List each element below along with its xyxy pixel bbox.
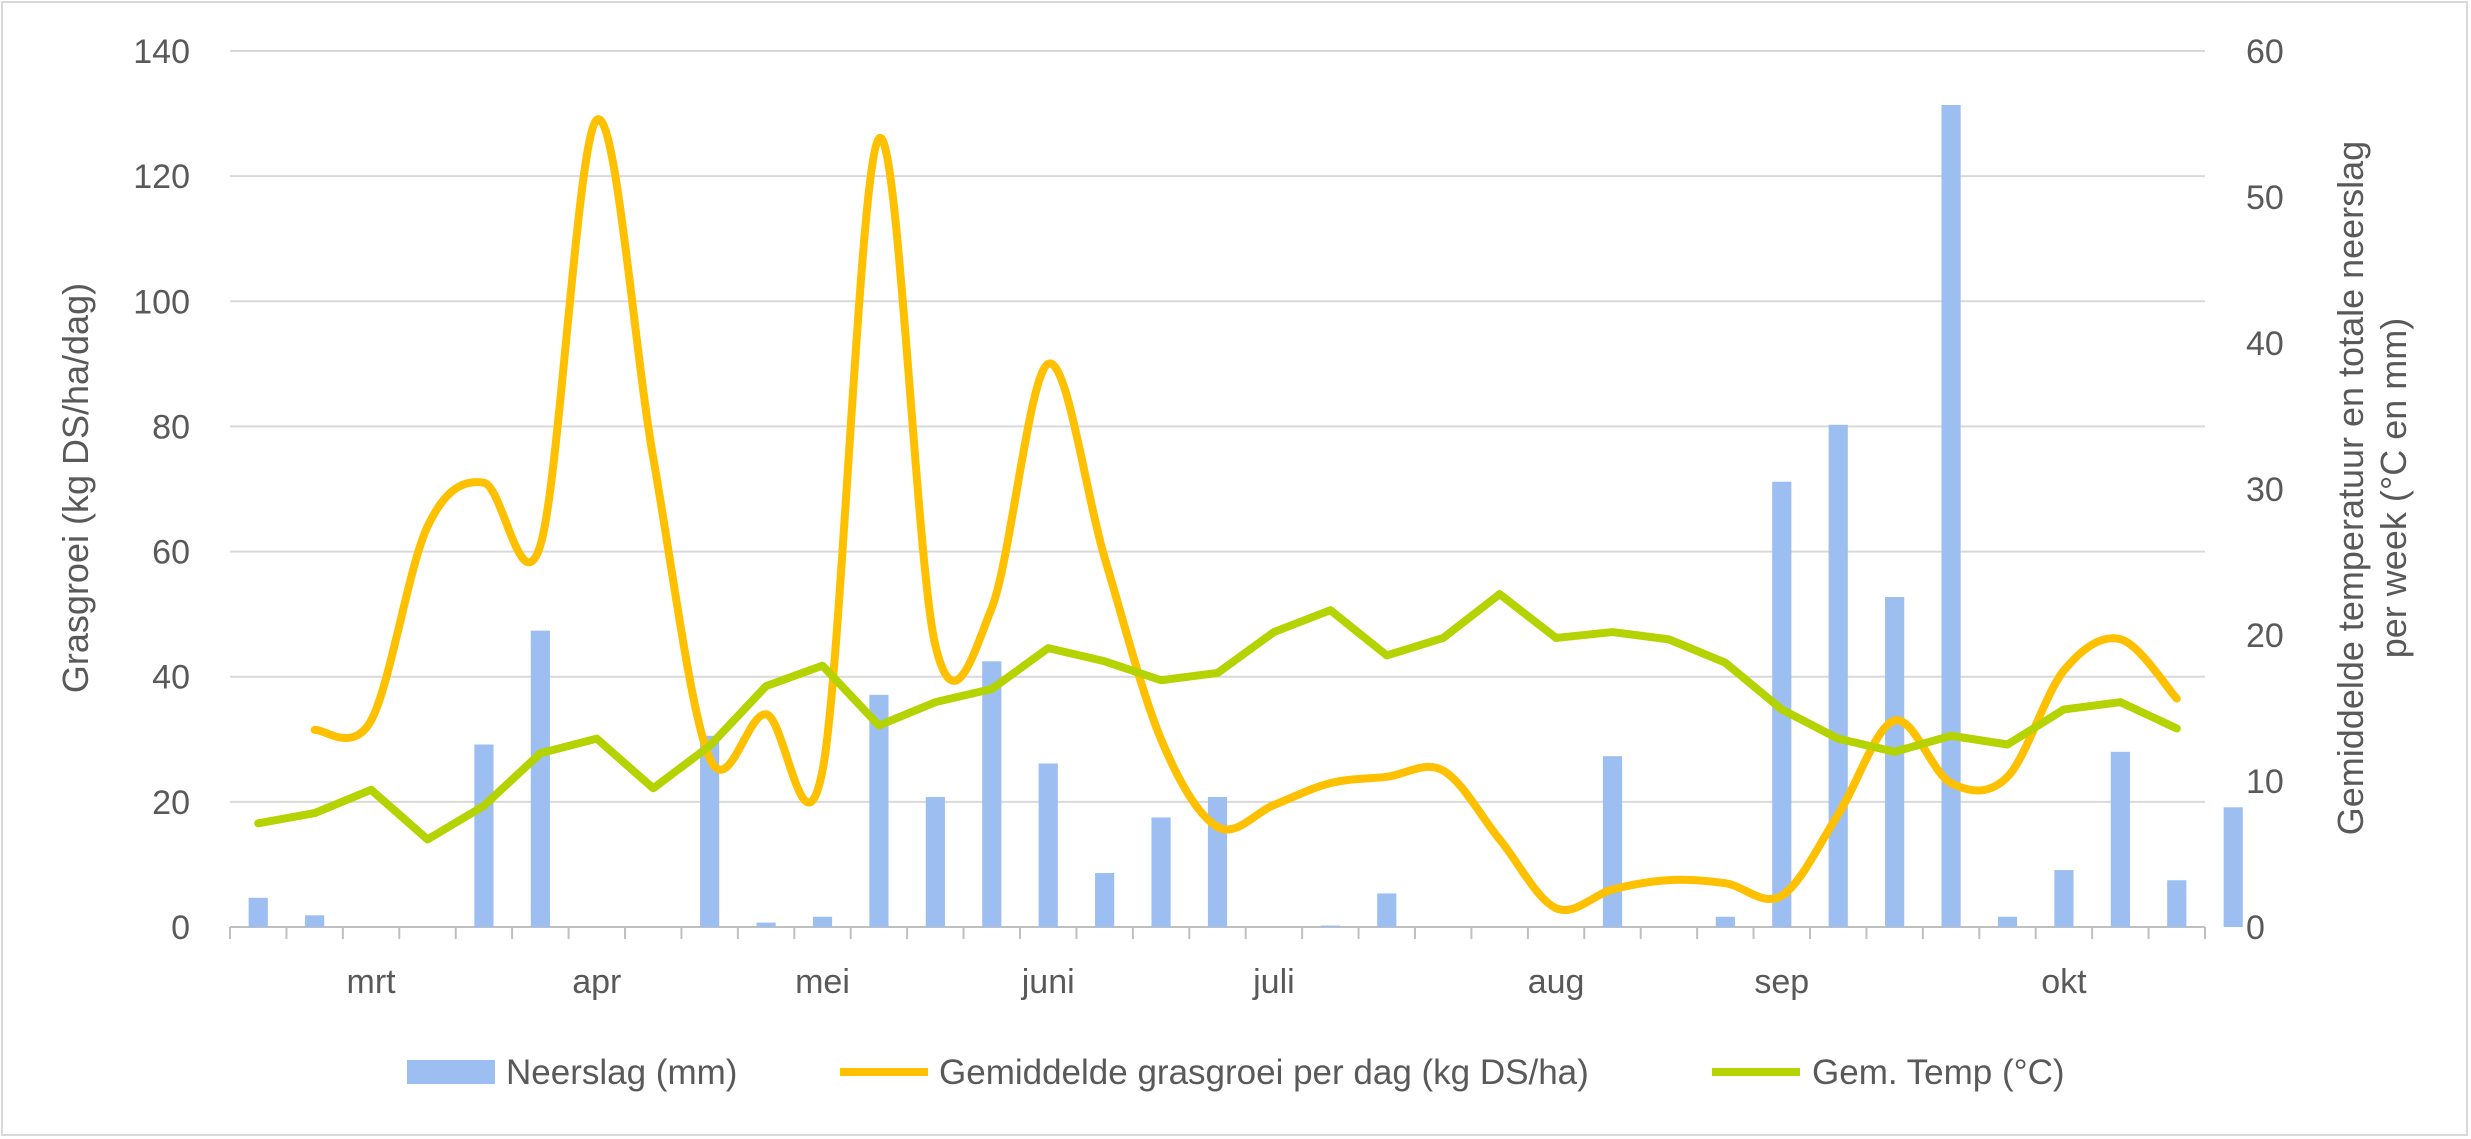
right-tick-label-40: 40 [2246,325,2284,363]
legend-label-grasgroei: Gemiddelde grasgroei per dag (kg DS/ha) [939,1053,1589,1092]
left-tick-label-140: 140 [133,33,190,71]
line-grasgroei [310,115,2181,914]
bar-neerslag [982,661,1002,927]
right-axis-title-line-1: Gemiddelde temperatuur en totale neersla… [2330,141,2371,835]
left-tick-label-0: 0 [171,909,190,947]
axes: Grasgroei (kg DS/ha/dag) Gemiddelde temp… [55,33,2414,1001]
month-label-juni: juni [1021,963,1075,1001]
bar-neerslag [530,630,550,927]
bar-neerslag [1997,916,2018,927]
bar-neerslag [1885,597,1905,927]
legend-label-neerslag: Neerslag (mm) [506,1053,737,1092]
legend-swatch-neerslag [407,1060,495,1084]
bar-neerslag [2223,807,2243,927]
bar-neerslag [474,744,494,927]
legend-label-temp: Gem. Temp (°C) [1812,1053,2065,1092]
month-label-apr: apr [572,963,621,1001]
right-tick-label-0: 0 [2246,909,2265,947]
left-axis-title: Grasgroei (kg DS/ha/dag) [55,283,96,693]
month-label-aug: aug [1528,963,1585,1001]
bar-neerslag [869,694,889,927]
bar-neerslag [1038,763,1058,927]
rainfall-bars [248,105,2243,927]
left-tick-label-60: 60 [152,534,190,572]
month-label-okt: okt [2041,963,2087,1001]
right-tick-label-50: 50 [2246,179,2284,217]
bar-neerslag [305,915,325,927]
left-tick-label-120: 120 [133,158,190,196]
bar-neerslag [1207,797,1228,927]
bar-neerslag [1151,817,1171,927]
left-tick-label-80: 80 [152,408,190,446]
month-label-mrt: mrt [347,963,397,1001]
bar-neerslag [2110,751,2130,927]
month-label-mei: mei [795,963,850,1001]
series-lines [254,115,2181,914]
line-temperatuur [254,590,2181,844]
bar-neerslag [1377,893,1397,927]
bar-neerslag [1602,756,1623,927]
right-tick-label-60: 60 [2246,33,2284,71]
left-tick-label-100: 100 [133,283,190,321]
right-axis-title-line-2: per week (°C en mm) [2373,318,2414,658]
bar-neerslag [1941,105,1961,927]
month-label-sep: sep [1754,963,1809,1001]
bar-neerslag [2054,870,2074,927]
right-tick-label-20: 20 [2246,617,2284,655]
bar-neerslag [812,916,833,927]
left-tick-label-20: 20 [152,784,190,822]
bar-neerslag [1320,925,1340,927]
bar-neerslag [756,922,776,927]
legend: Neerslag (mm) Gemiddelde grasgroei per d… [407,1053,2065,1092]
right-tick-label-10: 10 [2246,763,2284,801]
bar-neerslag [248,897,268,927]
left-tick-label-40: 40 [152,659,190,697]
bar-neerslag [700,735,720,927]
bar-neerslag [925,797,945,927]
bar-neerslag [1828,424,1848,927]
bar-neerslag [1715,916,1735,927]
bar-neerslag [1095,872,1115,927]
bar-neerslag [2167,880,2187,927]
month-label-juli: juli [1252,963,1295,1001]
right-tick-label-30: 30 [2246,471,2284,509]
